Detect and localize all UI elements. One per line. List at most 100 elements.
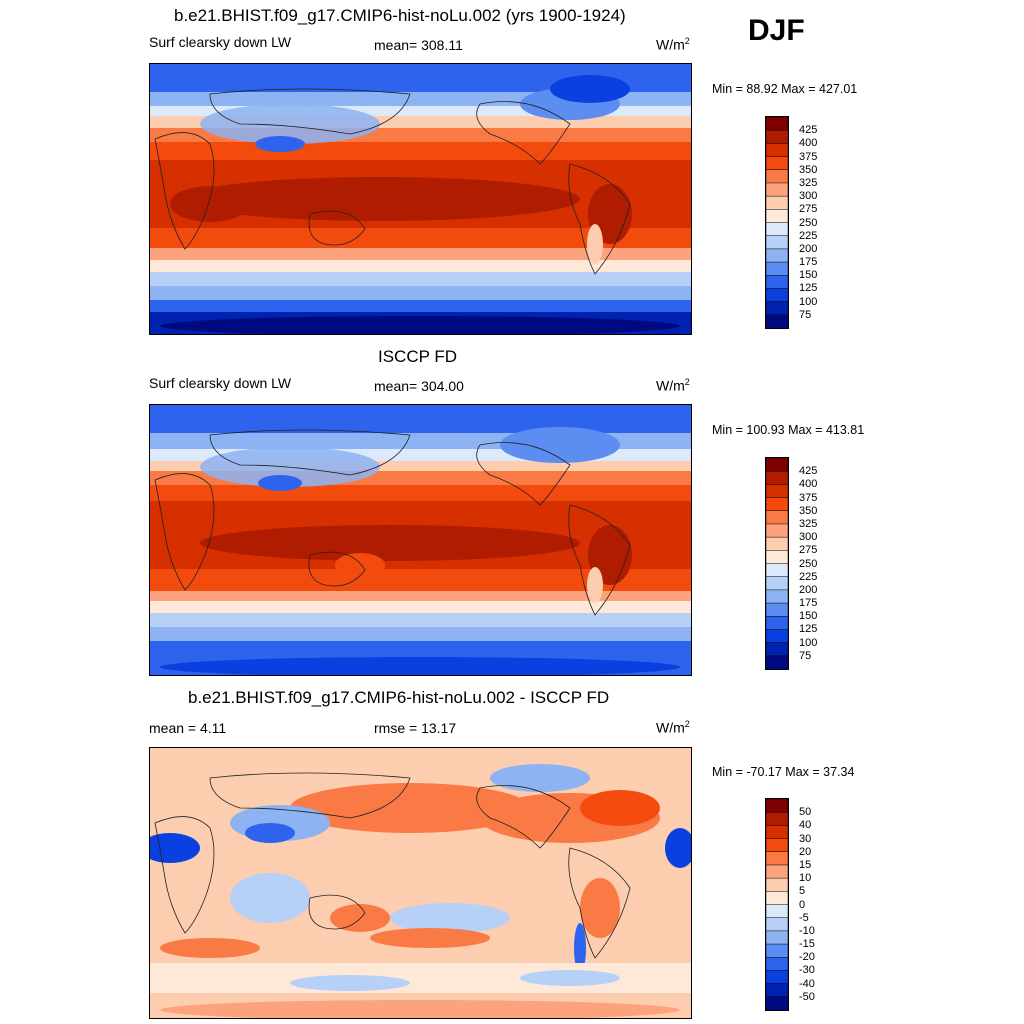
map-image — [150, 64, 691, 334]
colorbar-swatch — [765, 261, 789, 276]
colorbar-swatch — [765, 510, 789, 525]
colorbar-tick-label: 20 — [799, 845, 812, 858]
panel-title: b.e21.BHIST.f09_g17.CMIP6-hist-noLu.002 … — [188, 688, 610, 707]
colorbar-swatch — [765, 996, 789, 1011]
min-max-label: Min = 88.92 Max = 427.01 — [712, 82, 858, 96]
colorbar-swatches — [765, 457, 789, 670]
colorbar-tick-label: 275 — [799, 544, 818, 557]
colorbar-swatch — [765, 457, 789, 472]
colorbar-tick-label: 40 — [799, 819, 812, 832]
colorbar-swatch — [765, 235, 789, 250]
units-label: W/m2 — [656, 377, 690, 394]
colorbar-tick-label: 250 — [799, 557, 818, 570]
colorbar-tick-label: 0 — [799, 898, 806, 911]
colorbar-tick-label: 375 — [799, 491, 818, 504]
colorbar-swatch — [765, 497, 789, 512]
panel-title: b.e21.BHIST.f09_g17.CMIP6-hist-noLu.002 … — [174, 6, 626, 25]
colorbar-tick-label: 125 — [799, 282, 818, 295]
colorbar-tick-label: 225 — [799, 229, 818, 242]
colorbar-swatch — [765, 129, 789, 145]
colorbar-tick-label: 225 — [799, 570, 818, 583]
colorbar-tick-label: 50 — [799, 806, 812, 819]
colorbar-tick-label: 100 — [799, 636, 818, 649]
colorbar-tick-label: -30 — [799, 964, 815, 977]
colorbar-box — [765, 116, 789, 329]
colorbar-tick-label: 400 — [799, 137, 818, 150]
colorbar-swatch — [765, 301, 789, 316]
colorbar-swatch — [765, 470, 789, 486]
colorbar-swatch — [765, 983, 789, 998]
colorbar-tick-label: 200 — [799, 583, 818, 596]
colorbar-swatch — [765, 169, 789, 184]
colorbar-box — [765, 457, 789, 670]
colorbar-tick-label: -20 — [799, 951, 815, 964]
colorbar-swatch — [765, 825, 789, 840]
colorbar-tick-label: 200 — [799, 242, 818, 255]
colorbar-tick-label: 175 — [799, 256, 818, 269]
colorbar-tick-label: 375 — [799, 150, 818, 163]
colorbar-swatch — [765, 536, 789, 552]
colorbar-swatch — [765, 288, 789, 303]
units-label: W/m2 — [656, 36, 690, 53]
colorbar-swatch — [765, 957, 789, 972]
colorbar-swatch — [765, 629, 789, 644]
colorbar-tick-label: 5 — [799, 885, 806, 898]
colorbar-swatch — [765, 156, 789, 171]
min-max-label: Min = 100.93 Max = 413.81 — [712, 423, 865, 437]
colorbar-tick-label: -5 — [799, 911, 809, 924]
colorbar-swatch — [765, 550, 789, 565]
colorbar-swatch — [765, 798, 789, 813]
colorbar-tick-label: 275 — [799, 203, 818, 216]
map-difference — [149, 747, 692, 1019]
colorbar-swatch — [765, 655, 789, 670]
variable-label: Surf clearsky down LW — [149, 34, 292, 50]
colorbar-tick-label: 325 — [799, 517, 818, 530]
colorbar-swatch — [765, 314, 789, 329]
mean-label: mean= 304.00 — [374, 378, 464, 394]
colorbar-swatch — [765, 851, 789, 866]
colorbar-swatch — [765, 116, 789, 131]
panel-title: ISCCP FD — [378, 347, 458, 366]
colorbar-swatch — [765, 904, 789, 919]
colorbar-tick-label: 300 — [799, 531, 818, 544]
colorbar-tick-label: 425 — [799, 465, 818, 478]
colorbar-tick-label: 350 — [799, 504, 818, 517]
colorbar-swatch — [765, 563, 789, 578]
colorbar-swatch — [765, 248, 789, 263]
colorbar-tick-label: 350 — [799, 163, 818, 176]
colorbar-swatch — [765, 970, 789, 985]
colorbar-swatch — [765, 616, 789, 631]
colorbar-swatch — [765, 602, 789, 617]
colorbar-swatch — [765, 275, 789, 290]
mean-label: mean= 308.11 — [374, 37, 463, 53]
colorbar-tick-label: 325 — [799, 176, 818, 189]
colorbar-tick-label: 425 — [799, 124, 818, 137]
colorbar-tick-label: 100 — [799, 295, 818, 308]
min-max-label: Min = -70.17 Max = 37.34 — [712, 765, 855, 779]
colorbar-swatch — [765, 838, 789, 853]
season-label: DJF — [748, 14, 805, 47]
map-image — [150, 748, 691, 1018]
colorbar-swatch — [765, 642, 789, 657]
colorbar-swatches — [765, 116, 789, 329]
colorbar-swatch — [765, 943, 789, 958]
colorbar-tick-label: 400 — [799, 478, 818, 491]
colorbar-swatches — [765, 798, 789, 1011]
units-label: W/m2 — [656, 719, 690, 736]
colorbar-tick-label: 150 — [799, 269, 818, 282]
colorbar-tick-label: 125 — [799, 623, 818, 636]
colorbar-swatch — [765, 891, 789, 906]
map-model — [149, 63, 692, 335]
colorbar-swatch — [765, 864, 789, 879]
variable-label: Surf clearsky down LW — [149, 375, 292, 391]
colorbar-tick-label: 75 — [799, 649, 812, 662]
colorbar-tick-label: 30 — [799, 832, 812, 845]
colorbar-swatch — [765, 589, 789, 604]
map-observation — [149, 404, 692, 676]
colorbar-tick-label: 250 — [799, 216, 818, 229]
colorbar-tick-label: 10 — [799, 872, 812, 885]
colorbar-tick-label: -40 — [799, 977, 815, 990]
colorbar-swatch — [765, 917, 789, 932]
colorbar-swatch — [765, 195, 789, 211]
rmse-label: rmse = 13.17 — [374, 720, 457, 736]
